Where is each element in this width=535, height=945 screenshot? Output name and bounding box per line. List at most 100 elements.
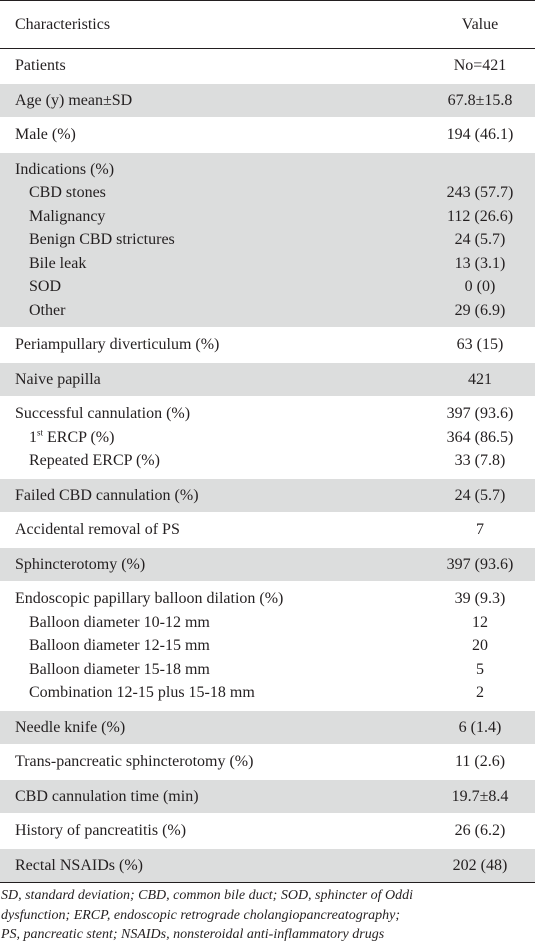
row-values: 202 (48) [425, 854, 535, 878]
label-text: Endoscopic papillary balloon dilation (%… [15, 590, 284, 607]
row-separator [0, 709, 535, 711]
label-text: Rectal NSAIDs (%) [15, 856, 143, 874]
characteristic-value: 20 [472, 637, 488, 654]
characteristic-value [425, 158, 535, 182]
table-top-rule [0, 0, 535, 1]
table-row: History of pancreatitis (%) 26 (6.2) [0, 814, 535, 848]
characteristic-value: 112 (26.6) [446, 207, 514, 225]
characteristic-label: History of pancreatitis (%) [15, 819, 186, 843]
sub-characteristic-label: Other [15, 299, 175, 323]
characteristic-value: 397 (93.6) [446, 555, 514, 573]
characteristic-value: 2 [476, 684, 484, 701]
row-labels: Endoscopic papillary balloon dilation (%… [0, 587, 283, 705]
label-text: Periampullary diverticulum (%) [15, 336, 220, 353]
row-labels: Naive papilla [0, 368, 101, 392]
row-labels: Sphincterotomy (%) [0, 553, 145, 577]
label-text: Patients [15, 57, 66, 74]
row-values: 26 (6.2) [425, 819, 535, 843]
table-header: Characteristics Value [0, 1, 535, 49]
header-value: Value [461, 15, 499, 33]
characteristic-label: Periampullary diverticulum (%) [15, 333, 219, 357]
characteristic-value: 67.8±15.8 [447, 91, 513, 109]
characteristic-value: 19.7±8.4 [451, 787, 509, 805]
table-row: Male (%) 194 (46.1) [0, 118, 535, 152]
label-text: History of pancreatitis (%) [15, 822, 187, 839]
sub-characteristic-label: Combination 12-15 plus 15-18 mm [15, 681, 283, 705]
table-row: Patients No=421 [0, 49, 535, 83]
row-values: 6 (1.4) [425, 716, 535, 740]
row-separator [0, 361, 535, 363]
row-separator [0, 396, 535, 397]
label-text: Sphincterotomy (%) [15, 555, 146, 573]
row-labels: Patients [0, 54, 66, 78]
characteristic-label: Age (y) mean±SD [15, 89, 132, 113]
table-row: Endoscopic papillary balloon dilation (%… [0, 582, 535, 710]
footnote-line: SD, standard deviation; CBD, common bile… [1, 888, 414, 903]
characteristic-value: 63 (15) [456, 336, 504, 353]
row-values: 67.8±15.8 [425, 89, 535, 113]
label-text: Combination 12-15 plus 15-18 mm [29, 684, 255, 701]
table-row: Indications (%) CBD stones Malignancy Benig… [0, 152, 535, 327]
row-labels: Age (y) mean±SD [0, 89, 132, 113]
row-separator [0, 327, 535, 328]
table-row: Failed CBD cannulation (%) 24 (5.7) [0, 478, 535, 512]
label-text: Benign CBD strictures [29, 231, 175, 248]
row-values: 19.7±8.4 [425, 785, 535, 809]
row-labels: Failed CBD cannulation (%) [0, 484, 199, 508]
characteristic-label: Male (%) [15, 123, 76, 147]
characteristic-value: 11 (2.6) [454, 753, 506, 770]
table-bottom-rule [0, 882, 535, 883]
characteristic-label: Indications (%) [15, 158, 175, 182]
characteristic-value: 397 (93.6) [446, 405, 514, 422]
label-text: Age (y) mean±SD [15, 91, 133, 109]
label-text: Repeated ERCP (%) [29, 452, 160, 469]
row-separator [0, 512, 535, 513]
label-text: Trans-pancreatic sphincterotomy (%) [15, 753, 254, 770]
row-separator [0, 117, 535, 118]
label-text: Other [29, 301, 66, 319]
label-text: Failed CBD cannulation (%) [15, 486, 199, 504]
row-separator [0, 151, 535, 153]
label-text: 1 [29, 428, 37, 446]
sub-characteristic-label: Balloon diameter 12-15 mm [15, 634, 283, 658]
sub-characteristic-label: CBD stones [15, 181, 175, 205]
characteristic-label: Trans-pancreatic sphincterotomy (%) [15, 750, 253, 774]
row-separator [0, 813, 535, 814]
label-text: Successful cannulation (%) [15, 405, 191, 422]
table-row: Naive papilla 421 [0, 362, 535, 396]
characteristic-value: 24 (5.7) [454, 231, 506, 248]
characteristic-value: 243 (57.7) [446, 184, 514, 201]
characteristic-value: 12 [472, 613, 488, 631]
characteristic-label: Needle knife (%) [15, 716, 125, 740]
row-separator [0, 744, 535, 745]
label-text: Naive papilla [15, 370, 101, 388]
row-labels: Periampullary diverticulum (%) [0, 333, 219, 357]
row-values: 243 (57.7) 112 (26.6) 24 (5.7) 13 (3.1) 0 (0… [425, 158, 535, 323]
row-labels: Indications (%) CBD stones Malignancy Benig… [0, 158, 175, 323]
table-row: Accidental removal of PS 7 [0, 513, 535, 547]
row-labels: CBD cannulation time (min) [0, 785, 199, 809]
footnote-line: dysfunction; ERCP, endoscopic retrograde… [1, 907, 401, 923]
characteristic-value: 7 [476, 521, 484, 538]
label-text: Indications (%) [15, 160, 115, 178]
table-row: Rectal NSAIDs (%) 202 (48) [0, 848, 535, 882]
characteristic-value: 26 (6.2) [454, 822, 506, 839]
table-row: Successful cannulation (%) 1st ERCP (%) Re… [0, 397, 535, 478]
characteristic-value: 29 (6.9) [454, 301, 506, 319]
header-characteristics: Characteristics [15, 15, 111, 33]
table-row: Trans-pancreatic sphincterotomy (%) 11 (2… [0, 745, 535, 779]
label-text: Balloon diameter 12-15 mm [29, 637, 210, 654]
row-values: 7 [425, 518, 535, 542]
label-text: Balloon diameter 10-12 mm [29, 613, 210, 631]
sub-characteristic-label: Repeated ERCP (%) [15, 449, 190, 473]
label-text: CBD stones [29, 184, 106, 201]
characteristic-label: Naive papilla [15, 368, 101, 392]
sub-characteristic-label: SOD [15, 275, 175, 299]
characteristic-value: 33 (7.8) [454, 452, 506, 469]
characteristic-label: Accidental removal of PS [15, 518, 180, 542]
row-values: 39 (9.3) 12 20 5 2 [425, 587, 535, 705]
label-text: Bile leak [29, 254, 87, 272]
sub-characteristic-label: Balloon diameter 10-12 mm [15, 611, 283, 635]
table-row: Sphincterotomy (%) 397 (93.6) [0, 547, 535, 581]
